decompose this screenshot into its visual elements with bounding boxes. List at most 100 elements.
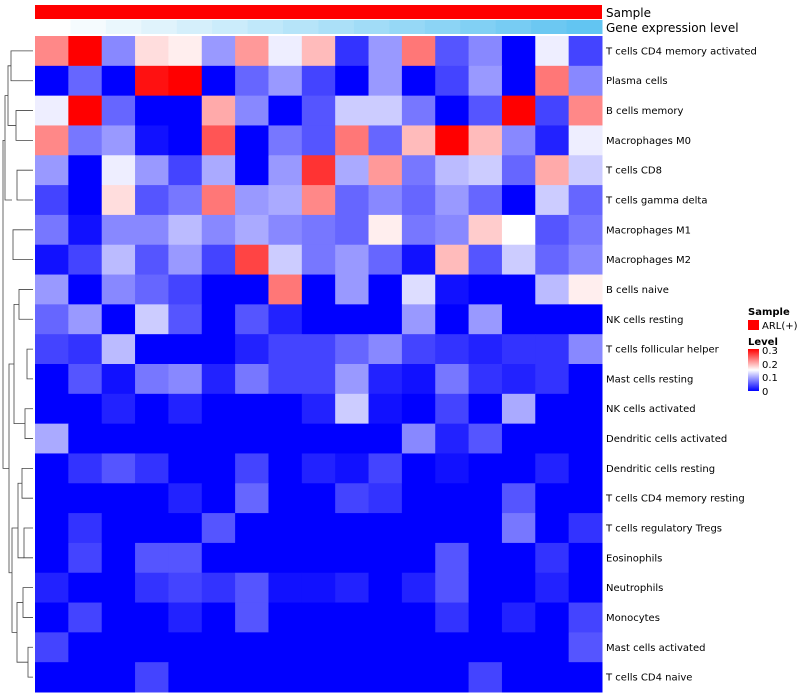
row-label: T cells CD4 memory resting (605, 494, 745, 505)
heatmap-cell-r15-c9 (335, 483, 370, 514)
heatmap-cell-r20-c8 (301, 632, 336, 663)
heatmap-cell-r5-c14 (501, 185, 536, 216)
heatmap-cell-r16-c7 (268, 513, 303, 544)
heatmap-cell-r21-c10 (368, 662, 403, 693)
heatmap-cell-r6-c5 (201, 214, 236, 246)
heatmap-cell-r20-c14 (501, 632, 536, 663)
heatmap-cell-r12-c6 (235, 393, 269, 425)
heatmap-cell-r3-c0 (35, 125, 69, 156)
heatmap-cell-r12-c15 (535, 393, 570, 425)
heatmap-cell-r10-c4 (168, 334, 203, 365)
heatmap-cell-r8-c6 (235, 274, 269, 305)
heatmap-cell-r12-c7 (268, 393, 303, 425)
heatmap-cell-r0-c13 (468, 36, 503, 67)
heatmap-cell-r12-c8 (301, 393, 336, 425)
heatmap-cell-r17-c7 (268, 542, 303, 574)
heatmap-cell-r8-c11 (401, 274, 436, 305)
heatmap-cell-r14-c12 (435, 453, 470, 484)
dendrogram-branch (17, 482, 24, 559)
heatmap-cell-r0-c12 (435, 36, 470, 67)
dendrogram-branch (4, 95, 12, 201)
heatmap-cell-r17-c5 (201, 542, 236, 574)
heatmap-cell-r8-c3 (135, 274, 169, 305)
heatmap-cell-r7-c0 (35, 244, 69, 276)
heatmap-cell-r12-c16 (568, 393, 603, 425)
heatmap-cell-r9-c0 (35, 304, 69, 335)
heatmap-cell-r20-c5 (201, 632, 236, 663)
heatmap-cell-r11-c2 (101, 364, 136, 395)
row-label: T cells CD4 memory activated (605, 46, 757, 57)
heatmap-cell-r2-c4 (168, 95, 203, 126)
heatmap-cell-r4-c3 (135, 155, 169, 186)
heatmap-cell-r3-c9 (335, 125, 370, 156)
heatmap-cell-r7-c10 (368, 244, 403, 276)
legend-tick-0: 0 (762, 387, 768, 398)
heatmap-cell-r4-c13 (468, 155, 503, 186)
heatmap-cell-r7-c9 (335, 244, 370, 276)
heatmap-cell-r19-c2 (101, 602, 136, 633)
heatmap-cell-r19-c14 (501, 602, 536, 633)
dendrogram-branch (16, 602, 28, 663)
row-label: Mast cells resting (606, 374, 693, 385)
heatmap-cell-r14-c15 (535, 453, 570, 484)
heatmap-cell-r0-c8 (301, 36, 336, 67)
heatmap-cell-r2-c6 (235, 95, 269, 126)
heatmap-cell-r11-c15 (535, 364, 570, 395)
heatmap-cell-r11-c11 (401, 364, 436, 395)
heatmap-cell-r8-c0 (35, 274, 69, 305)
heatmap-cell-r10-c14 (501, 334, 536, 365)
heatmap-cell-r19-c0 (35, 602, 69, 633)
heatmap-cell-r16-c3 (135, 513, 169, 544)
annotation-label-gene-expression: Gene expression level (606, 21, 739, 35)
heatmap-cell-r13-c1 (68, 423, 103, 454)
heatmap-cell-r17-c1 (68, 542, 103, 574)
heatmap-cell-r17-c12 (435, 542, 470, 574)
heatmap-cell-r3-c7 (268, 125, 303, 156)
heatmap-cell-r14-c16 (568, 453, 603, 484)
dendrogram-branch (23, 527, 33, 559)
heatmap-cell-r0-c6 (235, 36, 269, 67)
heatmap-cell-r5-c16 (568, 185, 603, 216)
heatmap-cell-r6-c3 (135, 214, 169, 246)
heatmap-cell-r1-c6 (235, 65, 269, 97)
heatmap-cell-r6-c6 (235, 214, 269, 246)
row-label: NK cells resting (606, 315, 683, 326)
heatmap-cell-r1-c3 (135, 65, 169, 97)
heatmap-cell-r9-c1 (68, 304, 103, 335)
heatmap-cell-r8-c10 (368, 274, 403, 305)
heatmap-cell-r21-c14 (501, 662, 536, 693)
heatmap-cell-r13-c14 (501, 423, 536, 454)
heatmap-cell-r14-c8 (301, 453, 336, 484)
row-label: Eosinophils (606, 553, 662, 564)
annotation-gene-expression-cell (35, 20, 71, 34)
heatmap-cell-r18-c8 (301, 572, 336, 604)
heatmap-cell-r21-c4 (168, 662, 203, 693)
dendrogram-branch (18, 289, 33, 320)
heatmap-cell-r9-c15 (535, 304, 570, 335)
heatmap-cell-r5-c9 (335, 185, 370, 216)
row-label: Mast cells activated (606, 643, 705, 654)
heatmap-cell-r0-c15 (535, 36, 570, 67)
heatmap-cell-r12-c12 (435, 393, 470, 425)
heatmap-cell-r5-c15 (535, 185, 570, 216)
heatmap-cell-r11-c0 (35, 364, 69, 395)
heatmap-cell-r18-c16 (568, 572, 603, 604)
heatmap-cell-r3-c15 (535, 125, 570, 156)
heatmap-cell-r11-c13 (468, 364, 503, 395)
heatmap-cell-r20-c0 (35, 632, 69, 663)
heatmap-cell-r10-c9 (335, 334, 370, 365)
row-label: T cells CD8 (605, 166, 662, 177)
heatmap-cell-r19-c15 (535, 602, 570, 633)
legend-tick-0.1: 0.1 (762, 373, 778, 384)
heatmap-cell-r21-c7 (268, 662, 303, 693)
heatmap-cell-r11-c14 (501, 364, 536, 395)
heatmap-cell-r8-c8 (301, 274, 336, 305)
row-labels: T cells CD4 memory activated Plasma cells… (605, 46, 757, 683)
heatmap-cell-r10-c2 (101, 334, 136, 365)
heatmap-cell-r15-c8 (301, 483, 336, 514)
heatmap-cell-r7-c13 (468, 244, 503, 276)
heatmap-cell-r3-c16 (568, 125, 603, 156)
heatmap-cell-r10-c0 (35, 334, 69, 365)
heatmap-cell-r16-c16 (568, 513, 603, 544)
